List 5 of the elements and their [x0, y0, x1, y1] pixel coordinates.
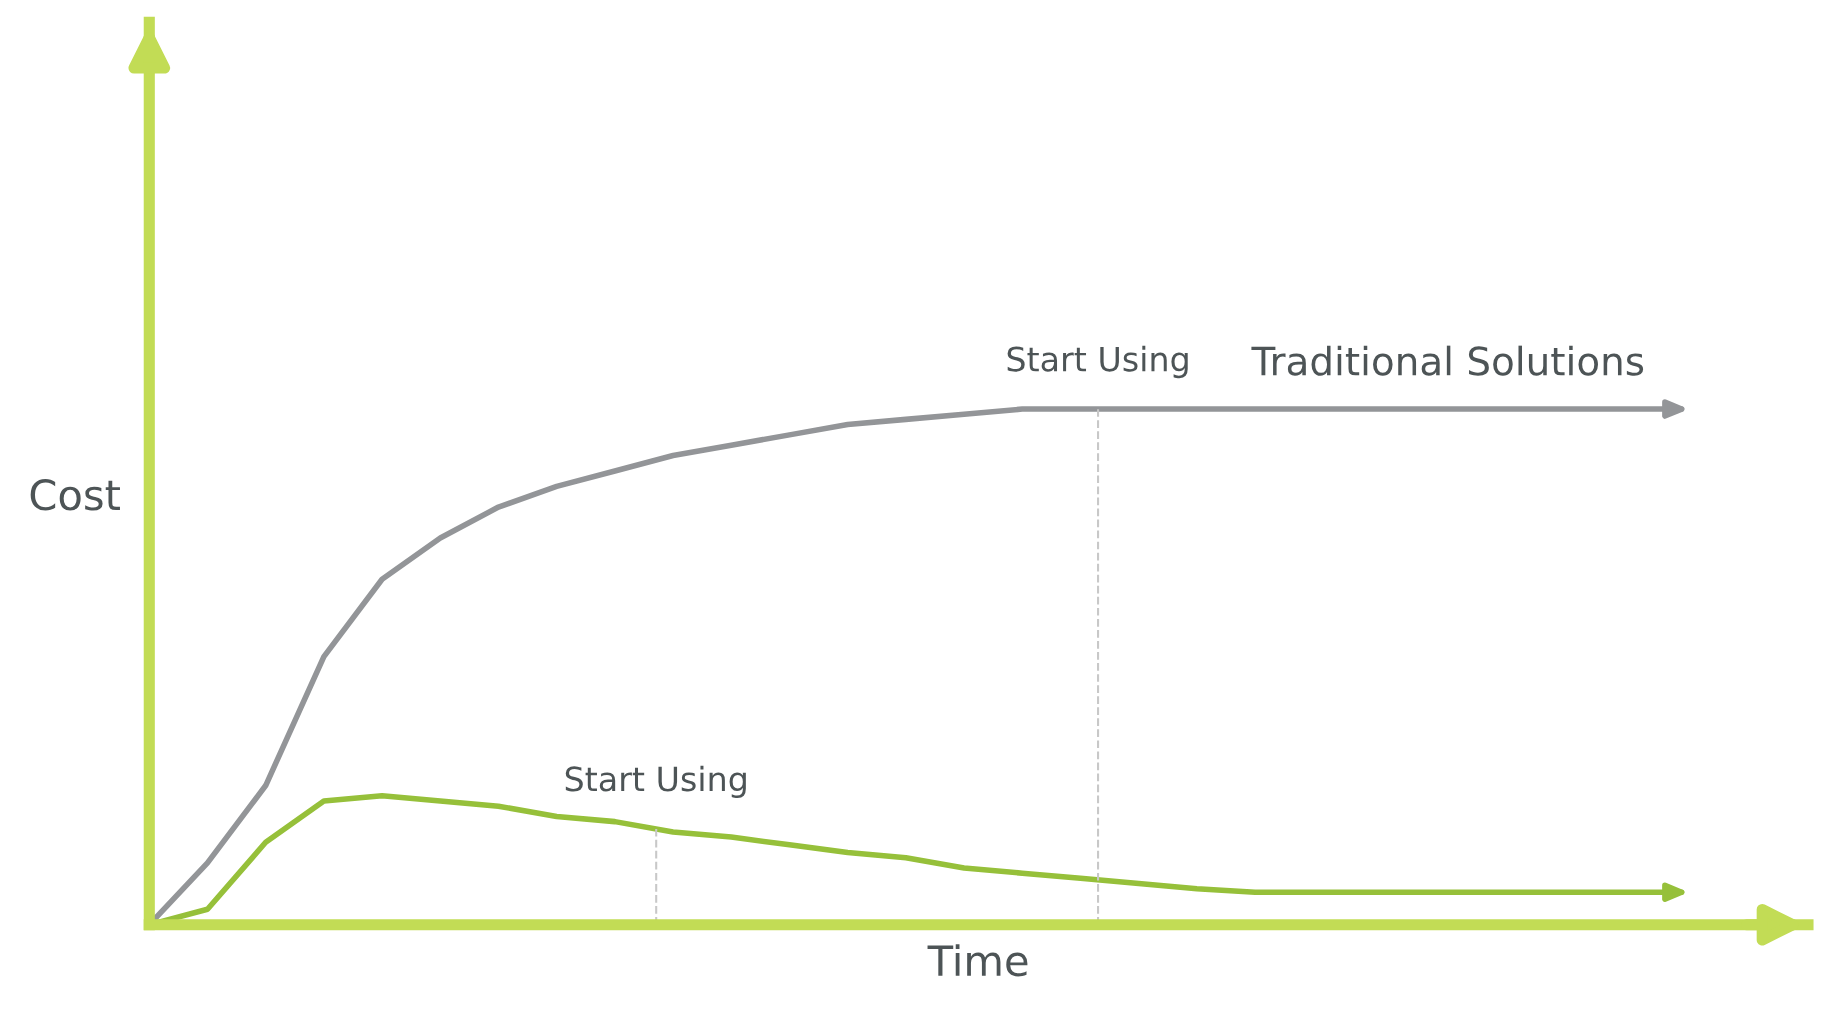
- y-axis-title: Cost: [30, 479, 120, 511]
- annotation: Start Using: [565, 765, 746, 799]
- x-axis-title: Time: [927, 944, 1028, 977]
- series-label: Traditional Solutions: [1251, 345, 1644, 376]
- text: Start Using: [1007, 345, 1188, 379]
